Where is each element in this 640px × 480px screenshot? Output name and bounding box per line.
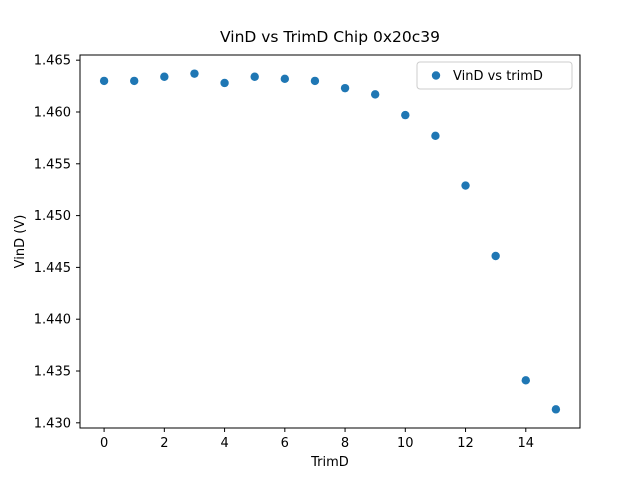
- x-tick-label: 4: [220, 436, 228, 451]
- x-tick-label: 0: [100, 436, 108, 451]
- scatter-point: [370, 90, 380, 99]
- y-tick-label: 1.460: [34, 105, 71, 120]
- scatter-point: [491, 251, 500, 261]
- scatter-point: [310, 76, 320, 86]
- y-tick-label: 1.440: [34, 313, 71, 328]
- legend-label: VinD vs trimD: [453, 69, 543, 84]
- scatter-point: [250, 72, 259, 81]
- y-tick-label: 1.465: [34, 54, 71, 69]
- y-tick-label: 1.445: [34, 261, 71, 276]
- legend-marker-icon: [431, 71, 441, 80]
- x-tick-label: 6: [281, 436, 289, 451]
- chart-title: VinD vs TrimD Chip 0x20c39: [220, 28, 440, 46]
- x-tick-label: 12: [457, 436, 474, 451]
- scatter-point: [551, 405, 561, 414]
- scatter-point: [220, 78, 229, 88]
- scatter-point: [401, 110, 410, 120]
- scatter-point: [130, 76, 139, 86]
- scatter-point: [280, 74, 290, 84]
- legend-box: [416, 61, 573, 90]
- x-tick-label: 10: [397, 436, 414, 451]
- y-tick-label: 1.435: [34, 365, 71, 380]
- scatter-point: [99, 76, 109, 86]
- x-axis-label: TrimD: [310, 455, 349, 470]
- y-tick-label: 1.430: [34, 416, 71, 431]
- x-tick-label: 2: [160, 436, 168, 451]
- scatter-point: [340, 83, 350, 93]
- y-tick-label: 1.455: [34, 157, 71, 172]
- plot-area: [79, 54, 581, 429]
- x-tick-label: 14: [518, 436, 535, 451]
- scatter-point: [431, 131, 440, 141]
- x-tick-label: 8: [341, 436, 349, 451]
- scatter-point: [160, 72, 169, 81]
- scatter-point: [190, 69, 199, 78]
- y-axis-label: VinD (V): [13, 215, 28, 269]
- scatter-point: [461, 181, 470, 190]
- scatter-point: [521, 376, 530, 385]
- y-tick-label: 1.450: [34, 209, 71, 224]
